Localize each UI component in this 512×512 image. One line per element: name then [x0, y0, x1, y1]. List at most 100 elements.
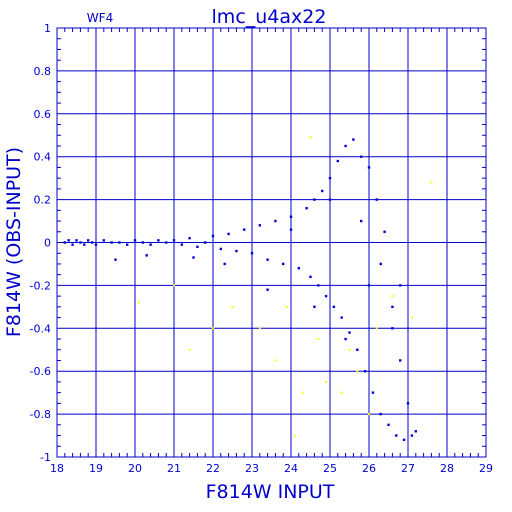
data-point	[379, 412, 382, 416]
data-point	[289, 215, 293, 218]
data-point	[356, 348, 359, 351]
data-point	[79, 241, 82, 244]
corner-label: WF4	[87, 11, 113, 25]
main-series	[63, 138, 417, 442]
data-point	[282, 262, 285, 266]
outlier-point	[173, 284, 175, 287]
outlier-point	[317, 338, 320, 341]
data-point	[227, 232, 230, 236]
data-point	[102, 239, 105, 242]
y-tick-label: -0.8	[30, 408, 51, 421]
data-point	[402, 438, 406, 442]
outlier-point	[231, 305, 234, 308]
data-point	[348, 331, 351, 334]
outlier-point	[188, 348, 191, 351]
data-point	[328, 176, 332, 180]
data-point	[165, 241, 168, 244]
data-point	[204, 241, 207, 244]
data-point	[94, 243, 98, 246]
data-point	[266, 258, 269, 261]
x-tick-label: 28	[440, 462, 454, 475]
data-point	[340, 316, 343, 319]
data-point	[406, 402, 410, 405]
x-tick-label: 23	[245, 462, 259, 475]
y-tick-label: -1	[40, 451, 51, 464]
data-point	[90, 241, 94, 244]
x-axis-label: F814W INPUT	[206, 481, 335, 503]
data-point	[363, 370, 367, 373]
outlier-point	[309, 136, 312, 139]
y-tick-label: 0.2	[34, 194, 52, 207]
outlier-point	[301, 391, 304, 394]
data-point	[110, 241, 113, 244]
data-point	[223, 262, 226, 266]
data-point	[145, 254, 148, 257]
data-point	[243, 228, 246, 231]
data-point	[387, 423, 390, 427]
x-tick-labels: 18 19 20 21 22 23 24 25 26 27 28 29	[50, 462, 493, 475]
x-tick-label: 29	[479, 462, 493, 475]
data-point	[126, 243, 129, 246]
data-point	[114, 258, 117, 261]
data-point	[258, 224, 261, 227]
data-point	[63, 241, 66, 244]
data-point	[383, 230, 386, 233]
outlier-point	[410, 316, 413, 319]
data-point	[192, 256, 195, 259]
data-point	[309, 275, 312, 279]
data-point	[324, 294, 328, 298]
data-point	[391, 305, 394, 309]
data-point	[211, 234, 215, 238]
outlier-point	[375, 327, 378, 330]
x-tick-label: 19	[89, 462, 103, 475]
y-tick-label: 0.4	[34, 151, 52, 164]
data-point	[196, 245, 199, 248]
data-point	[313, 198, 316, 201]
data-point	[313, 305, 316, 309]
data-point	[375, 198, 378, 201]
data-point	[399, 359, 402, 362]
outlier-point	[286, 305, 289, 308]
outlier-point	[293, 434, 296, 437]
x-tick-label: 25	[323, 462, 337, 475]
x-tick-label: 21	[167, 462, 181, 475]
data-point	[395, 434, 398, 437]
y-tick-label: 0.8	[34, 65, 52, 78]
data-point	[118, 241, 121, 244]
data-point	[274, 219, 277, 223]
data-point	[336, 159, 339, 163]
data-point	[344, 144, 347, 148]
data-point	[391, 327, 394, 330]
data-point	[410, 434, 414, 437]
outlier-point	[340, 391, 343, 394]
y-tick-labels: 1 0.8 0.6 0.4 0.2 0 -0.2 -0.4 -0.6 -0.8 -1	[30, 22, 51, 464]
data-point	[157, 239, 160, 242]
data-point	[235, 249, 238, 253]
outlier-point	[258, 327, 261, 330]
data-point	[180, 243, 183, 246]
data-point	[352, 138, 355, 141]
y-tick-label: -0.4	[30, 322, 51, 335]
data-point	[399, 284, 402, 287]
data-point	[344, 337, 347, 341]
data-point	[379, 262, 382, 266]
y-axis-label: F814W (OBS-INPUT)	[3, 147, 25, 337]
data-point	[360, 155, 363, 158]
data-point	[367, 166, 371, 169]
data-point	[289, 228, 293, 231]
data-point	[266, 288, 269, 291]
data-point	[328, 198, 332, 201]
outlier-point	[356, 370, 359, 373]
data-point	[297, 267, 300, 270]
x-tick-label: 22	[206, 462, 220, 475]
x-tick-label: 26	[362, 462, 376, 475]
outlier-point	[212, 327, 214, 330]
data-point	[71, 243, 74, 246]
data-point	[172, 239, 176, 242]
data-point	[317, 284, 320, 287]
y-tick-label: 0.6	[34, 108, 52, 121]
outlier-point	[368, 413, 370, 416]
outlier-point	[137, 301, 140, 304]
data-point	[360, 219, 363, 223]
